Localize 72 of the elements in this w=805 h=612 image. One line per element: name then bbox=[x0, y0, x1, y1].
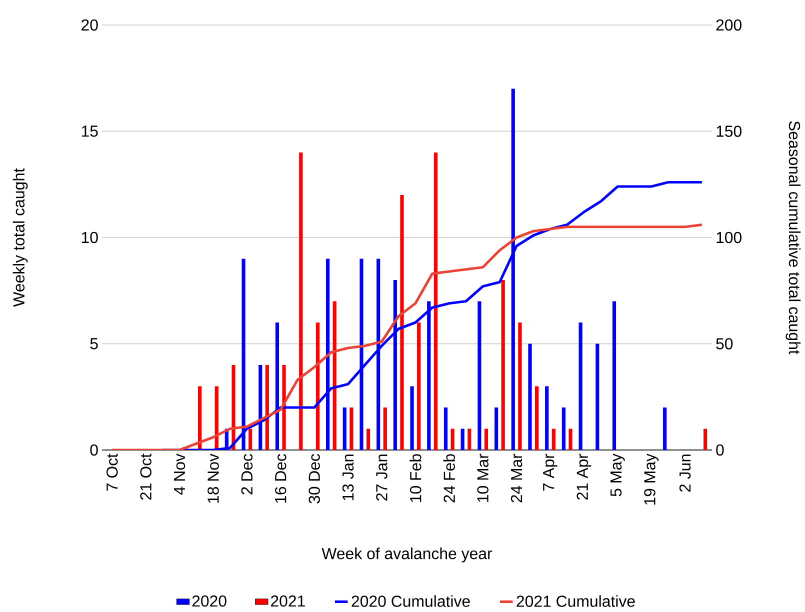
bar bbox=[460, 428, 464, 450]
y2-tick-label: 50 bbox=[716, 338, 733, 350]
bar bbox=[562, 408, 566, 450]
bar bbox=[214, 386, 218, 450]
bar bbox=[282, 365, 286, 450]
bar bbox=[450, 428, 454, 450]
x-tick-label: 24 Mar bbox=[510, 454, 522, 502]
bar bbox=[232, 365, 236, 450]
y2-tick-label: 100 bbox=[716, 232, 742, 244]
bar bbox=[568, 428, 572, 450]
x-tick-label: 7 Apr bbox=[543, 454, 558, 491]
bar bbox=[478, 301, 482, 450]
x-tick-label: 2 Dec bbox=[241, 454, 253, 494]
bar bbox=[434, 152, 438, 450]
bar bbox=[383, 408, 387, 450]
x-tick-label: 10 Feb bbox=[410, 454, 422, 502]
x-tick-label: 13 Jan bbox=[342, 454, 354, 500]
bar bbox=[265, 365, 269, 450]
bar bbox=[501, 280, 505, 450]
bar bbox=[484, 428, 488, 450]
y2-tick-label: 150 bbox=[716, 126, 742, 137]
bar bbox=[552, 428, 556, 450]
bar bbox=[468, 428, 472, 450]
y2-tick-label: 200 bbox=[716, 19, 742, 31]
x-tick-label: 21 Oct bbox=[140, 454, 152, 500]
bar bbox=[662, 408, 667, 450]
bar bbox=[545, 386, 549, 450]
bar bbox=[299, 152, 303, 450]
x-tick-label: 4 Nov bbox=[174, 454, 186, 495]
y-tick-label: 15 bbox=[82, 126, 98, 137]
bar bbox=[417, 322, 421, 450]
bar bbox=[612, 301, 616, 450]
y-tick-label: 20 bbox=[82, 19, 98, 31]
y-tick-label: 5 bbox=[90, 338, 98, 350]
x-tick-label: 2 Jun bbox=[679, 454, 691, 492]
x-tick-label: 16 Dec bbox=[274, 454, 286, 503]
x-tick-label: 10 Mar bbox=[477, 454, 488, 502]
x-tick-label: 24 Feb bbox=[443, 454, 455, 502]
y-axis-title: Weekly total caught bbox=[12, 168, 28, 307]
x-tick-label: 30 Dec bbox=[308, 454, 320, 504]
legend-label: 2021 Cumulative bbox=[516, 595, 635, 607]
bar bbox=[342, 408, 346, 450]
x-tick-label: 5 May bbox=[610, 454, 625, 496]
legend-label: 2020 Cumulative bbox=[352, 595, 470, 607]
x-axis-title: Week of avalanche year bbox=[322, 548, 492, 562]
bar bbox=[578, 322, 582, 450]
bar bbox=[316, 322, 320, 450]
bar bbox=[704, 428, 708, 450]
x-tick-label: 21 Apr bbox=[576, 454, 592, 500]
bar bbox=[518, 322, 522, 450]
bar bbox=[534, 386, 539, 450]
bar bbox=[366, 428, 370, 450]
legend-label: 2021 bbox=[270, 595, 305, 607]
bar bbox=[410, 386, 414, 450]
bar bbox=[400, 194, 404, 450]
bar bbox=[248, 428, 252, 450]
bar bbox=[494, 408, 498, 450]
bar bbox=[444, 408, 448, 450]
bar bbox=[332, 301, 336, 450]
bar bbox=[198, 386, 202, 450]
legend-label: 2020 bbox=[192, 595, 226, 607]
bar bbox=[528, 344, 532, 450]
bar bbox=[350, 408, 354, 450]
y2-tick-label: 0 bbox=[716, 444, 724, 456]
bar bbox=[596, 344, 600, 450]
x-tick-label: 27 Jan bbox=[376, 454, 388, 501]
x-tick-label: 18 Nov bbox=[208, 454, 219, 503]
y2-axis-title: Seasonal cumulative total caught bbox=[786, 121, 801, 354]
y-tick-label: 10 bbox=[82, 232, 98, 244]
x-tick-label: 7 Oct bbox=[106, 454, 118, 491]
x-tick-label: 19 May bbox=[644, 454, 659, 505]
y-tick-label: 0 bbox=[90, 444, 98, 456]
